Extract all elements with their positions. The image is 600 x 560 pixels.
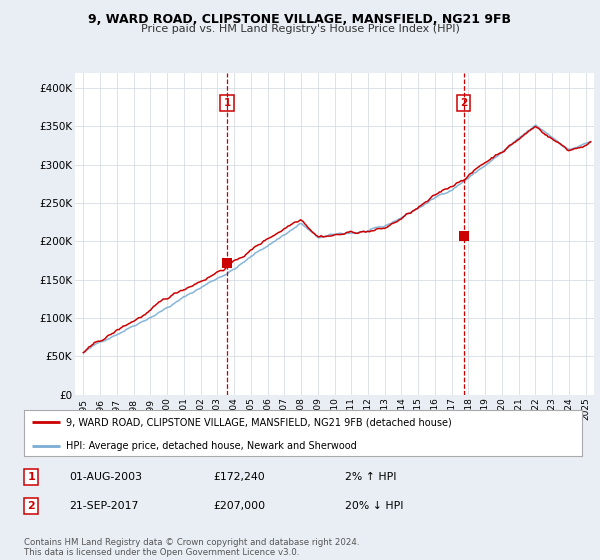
Text: £207,000: £207,000 xyxy=(213,501,265,511)
Text: 1: 1 xyxy=(223,99,230,109)
Text: Contains HM Land Registry data © Crown copyright and database right 2024.
This d: Contains HM Land Registry data © Crown c… xyxy=(24,538,359,557)
Text: Price paid vs. HM Land Registry's House Price Index (HPI): Price paid vs. HM Land Registry's House … xyxy=(140,24,460,34)
Text: 21-SEP-2017: 21-SEP-2017 xyxy=(69,501,139,511)
Text: 1: 1 xyxy=(28,472,35,482)
Text: HPI: Average price, detached house, Newark and Sherwood: HPI: Average price, detached house, Newa… xyxy=(66,441,356,451)
Text: £172,240: £172,240 xyxy=(213,472,265,482)
Text: 2: 2 xyxy=(460,99,467,109)
Text: 2% ↑ HPI: 2% ↑ HPI xyxy=(345,472,397,482)
Text: 9, WARD ROAD, CLIPSTONE VILLAGE, MANSFIELD, NG21 9FB (detached house): 9, WARD ROAD, CLIPSTONE VILLAGE, MANSFIE… xyxy=(66,417,452,427)
Text: 9, WARD ROAD, CLIPSTONE VILLAGE, MANSFIELD, NG21 9FB: 9, WARD ROAD, CLIPSTONE VILLAGE, MANSFIE… xyxy=(89,13,511,26)
Text: 20% ↓ HPI: 20% ↓ HPI xyxy=(345,501,404,511)
Text: 01-AUG-2003: 01-AUG-2003 xyxy=(69,472,142,482)
Text: 2: 2 xyxy=(28,501,35,511)
